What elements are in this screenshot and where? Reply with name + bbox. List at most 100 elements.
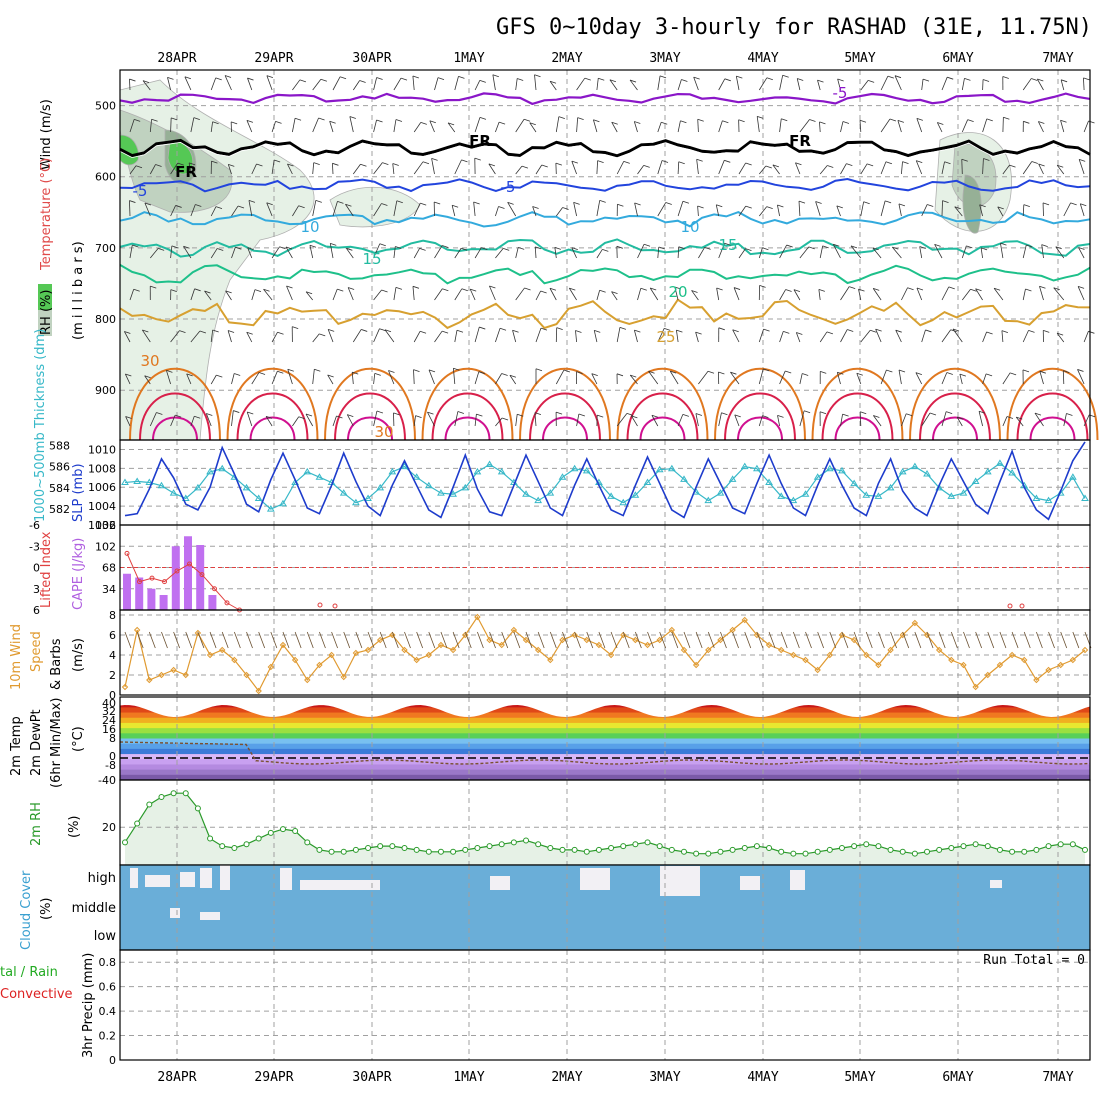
wind-barb: [1062, 370, 1065, 385]
wind-barb: [576, 413, 580, 427]
temp-tick-label: 40: [102, 697, 116, 710]
wind-speed-point: [364, 646, 372, 654]
wind-barb: [271, 159, 275, 175]
thickness-point: [522, 490, 530, 497]
wind-barb-10m: [440, 631, 448, 649]
wind-barb-flag: [177, 162, 184, 166]
wind-barb: [677, 79, 682, 91]
wind-tick-label: 8: [109, 609, 116, 622]
thickness-point: [667, 464, 676, 472]
rh-point: [656, 843, 663, 850]
wind-barb-flag: [478, 371, 485, 375]
wind-barb-flag: [691, 290, 698, 293]
wind-barb-flag: [151, 118, 158, 122]
wind-speed-point: [376, 636, 384, 644]
wind-barb: [393, 77, 402, 91]
wind-barb: [129, 289, 135, 301]
run-total-label: Run Total = 0: [983, 953, 1085, 968]
wind-barb: [515, 165, 523, 175]
wind-barb-10m: [562, 631, 569, 649]
wind-barb: [224, 75, 232, 91]
wind-barb: [901, 287, 908, 301]
wind-barb-flag: [376, 410, 384, 414]
wind-barb: [125, 416, 131, 427]
wind-barb: [265, 416, 273, 427]
wind-barb-flag: [332, 162, 339, 166]
wind-barb-10m: [270, 631, 278, 649]
wind-barb: [596, 200, 601, 217]
thickness-point: [643, 478, 652, 485]
wind-barb-flag: [1023, 120, 1030, 124]
wind-barb-10m: [391, 631, 399, 649]
wind-barb-flag: [892, 246, 899, 250]
cloud-gap: [200, 912, 220, 920]
wind-speed-point: [692, 661, 700, 669]
wind-barb: [817, 80, 821, 91]
wind-barb-flag: [944, 161, 951, 165]
wind-barb-flag: [571, 247, 578, 251]
wind-barb: [142, 80, 151, 91]
wind-barb-flag: [142, 80, 150, 84]
wind-barb-flag: [948, 286, 955, 290]
wind-barb: [188, 162, 192, 175]
contour-label: 25: [656, 328, 675, 346]
wind-barb-10m: [853, 631, 861, 649]
wind-barb-flag: [993, 287, 1001, 291]
wind-barb: [190, 330, 201, 343]
cape-tick-label: 102: [95, 540, 116, 553]
rh-point: [595, 846, 602, 853]
surface-temp-contour: [519, 367, 611, 441]
wind-barb: [512, 330, 517, 343]
label-precip-1: tal / Rain: [0, 965, 58, 980]
wind-barb: [637, 288, 642, 301]
wind-barb: [413, 122, 422, 133]
wind-barb: [941, 372, 948, 385]
contour-line: [119, 138, 1091, 158]
wind-barb: [346, 414, 354, 427]
wind-barb-flag: [298, 416, 305, 420]
wind-barb: [451, 205, 456, 217]
lifted-index-point: [199, 572, 205, 578]
wind-barb: [730, 371, 740, 385]
thickness-point: [194, 483, 202, 491]
wind-barb: [495, 373, 503, 385]
surface-temp-contour: [932, 416, 978, 441]
wind-barb-flag: [361, 329, 368, 332]
wind-barb: [271, 332, 278, 343]
wind-barb-flag: [997, 206, 1004, 210]
temp-color-band: [120, 774, 1090, 781]
wind-barb-10m: [683, 631, 691, 649]
wind-barb: [568, 287, 577, 301]
surface-temp-contour: [129, 367, 221, 441]
bottom-date-label: 2MAY: [551, 1070, 582, 1085]
wind-barb-flag: [797, 78, 804, 81]
surface-temp-contour: [919, 392, 991, 441]
thickness-point: [461, 483, 470, 491]
wind-barb-flag: [376, 119, 383, 123]
wind-barb-10m: [549, 631, 557, 649]
wind-barb: [1002, 164, 1010, 175]
thickness-point: [655, 465, 664, 473]
wind-barb-flag: [802, 373, 809, 376]
wind-barb-flag: [1080, 203, 1087, 207]
cape-tick-label: 34: [102, 583, 116, 596]
wind-barb: [1001, 330, 1004, 343]
wind-barb-flag: [736, 75, 743, 79]
wind-speed-point: [875, 661, 882, 669]
wind-barb-flag: [294, 117, 302, 121]
wind-barb-flag: [309, 244, 317, 248]
wind-barb-flag: [549, 80, 557, 84]
wind-barb: [352, 329, 362, 343]
wind-barb-flag: [428, 369, 436, 373]
thickness-point: [412, 473, 421, 480]
wind-barb-flag: [980, 247, 988, 251]
rh-point: [583, 848, 590, 855]
wind-speed-point: [948, 656, 955, 664]
wind-barb: [819, 245, 824, 259]
wind-barb-flag: [318, 117, 325, 121]
label-wind10m-unit: (m/s): [71, 638, 86, 672]
wind-barb: [921, 412, 931, 427]
thickness-point: [996, 459, 1004, 466]
wind-barb-flag: [206, 413, 213, 416]
wind-barb: [860, 163, 868, 175]
